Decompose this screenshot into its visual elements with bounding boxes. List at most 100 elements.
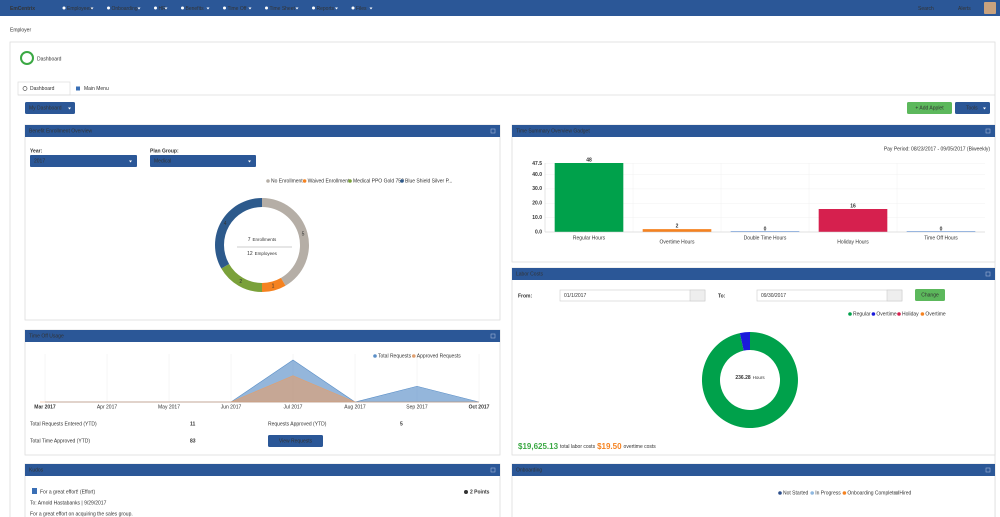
collapse-icon[interactable] — [490, 333, 496, 339]
pie-segment — [221, 264, 262, 292]
labor-total-part: overtime costs — [624, 444, 657, 450]
x-tick-label: Double Time Hours — [744, 235, 787, 241]
collapse-icon[interactable] — [985, 271, 991, 277]
select-value: Medical — [154, 158, 171, 164]
date-value: 01/1/2017 — [564, 293, 586, 299]
nav-menu-item[interactable]: Benefits — [186, 6, 205, 12]
select[interactable] — [150, 155, 256, 167]
x-tick-label: May 2017 — [158, 404, 180, 410]
nav-bar — [0, 0, 1000, 16]
center-unit: Hours — [753, 375, 766, 380]
stat-label: Total Time Approved (YTD) — [30, 438, 90, 444]
caret — [164, 7, 168, 10]
center-value: 7 — [248, 237, 251, 243]
button-label: View Requests — [279, 439, 313, 445]
button[interactable] — [268, 435, 323, 447]
legend-label: Overtime — [876, 312, 897, 318]
legend-label: Regular — [853, 312, 871, 318]
legend-label: Overtime — [925, 312, 946, 318]
button[interactable] — [955, 102, 990, 114]
widget-header — [25, 330, 500, 342]
legend-label: Medical PPO Gold 750 — [353, 179, 404, 185]
collapse-icon[interactable] — [490, 467, 496, 473]
segment-label: 1 — [272, 283, 275, 289]
legend-label: Onboarding Completed — [847, 491, 899, 497]
nav-menu-item[interactable]: Employees — [67, 6, 92, 12]
legend-label: Not Started — [783, 491, 809, 497]
menu-icon — [312, 6, 315, 10]
nav-menu-item[interactable]: Time Off — [228, 6, 248, 12]
button[interactable] — [907, 102, 952, 114]
center-label: 236.28 Hours — [735, 375, 765, 381]
segment-label: 2 — [239, 279, 242, 285]
y-tick-label: 10.0 — [532, 215, 542, 221]
bar — [906, 231, 976, 232]
segment-label: 4 — [224, 221, 227, 227]
center-value: 12 — [247, 251, 253, 257]
page-title: Employer — [10, 27, 31, 33]
value-label: 2 — [676, 223, 679, 229]
select[interactable] — [30, 155, 137, 167]
value-label: 16 — [850, 203, 856, 209]
tab[interactable]: Dashboard — [30, 86, 55, 92]
stat-value: 83 — [190, 438, 196, 444]
legend-swatch — [302, 179, 307, 183]
value-label: 0 — [940, 226, 943, 232]
tab-icon — [22, 86, 28, 91]
collapse-icon[interactable] — [490, 128, 496, 134]
labor-total-part: $19.50 — [597, 442, 622, 451]
y-tick-label: 0.0 — [535, 229, 542, 235]
button[interactable] — [915, 289, 945, 301]
nav-menu-item[interactable]: Time Sheet — [270, 6, 296, 12]
legend-label: Blue Shield Silver P... — [405, 179, 452, 185]
select-value: 2017 — [34, 158, 45, 164]
calendar-button[interactable] — [689, 289, 706, 302]
widget-title: Labor Costs — [516, 272, 543, 278]
legend-swatch — [412, 354, 416, 358]
widget-title: Time Summary Overview Gadget — [516, 129, 590, 135]
caret — [68, 107, 71, 110]
center-unit: Enrollments — [253, 237, 278, 242]
widget-title: Onboarding — [516, 468, 542, 474]
menu-icon — [154, 6, 157, 10]
widget-header — [512, 125, 995, 137]
date-value: 09/30/2017 — [761, 293, 786, 299]
menu-icon — [265, 6, 268, 10]
x-tick-label: Aug 2017 — [344, 404, 366, 410]
bar — [818, 209, 888, 232]
collapse-icon[interactable] — [985, 128, 991, 134]
x-tick-label: Mar 2017 — [34, 404, 56, 410]
caret — [983, 107, 986, 110]
x-tick-label: Jun 2017 — [221, 404, 242, 410]
kudos-text: For a great effort on acquiring the sale… — [30, 511, 133, 517]
calendar-button[interactable] — [886, 289, 903, 302]
nav-menu-item[interactable]: HR — [159, 6, 167, 12]
nav-search[interactable]: Search — [918, 6, 934, 12]
kudos-item[interactable]: For a great effort! (Effort) — [40, 489, 95, 495]
button[interactable] — [25, 102, 75, 114]
widget-header — [512, 268, 995, 280]
stat-label: Requests Approved (YTD) — [268, 421, 327, 427]
tab[interactable]: Main Menu — [84, 86, 109, 92]
points-icon — [464, 490, 468, 494]
collapse-icon[interactable] — [985, 467, 991, 473]
pie-segment — [215, 198, 262, 269]
stat-value: 11 — [190, 421, 196, 427]
legend-label: Hired — [899, 491, 911, 497]
legend-swatch — [373, 354, 377, 358]
pie-segment — [262, 277, 286, 292]
x-tick-label: Regular Hours — [573, 235, 606, 241]
stat-value: 5 — [400, 421, 403, 427]
widget-header — [25, 125, 500, 137]
legend-swatch — [871, 312, 876, 316]
center-value: 236.28 — [735, 375, 751, 381]
nav-menu-item[interactable]: Reports — [317, 6, 335, 12]
value-label: 48 — [586, 157, 592, 163]
pie-segment — [262, 198, 309, 286]
nav-menu-item[interactable]: Onboarding — [112, 6, 138, 12]
nav-alerts[interactable]: Alerts — [958, 6, 971, 12]
nav-menu-item[interactable]: Files — [356, 6, 367, 12]
caret — [295, 7, 299, 10]
legend-swatch — [920, 312, 925, 316]
filter-label: From: — [518, 293, 533, 299]
